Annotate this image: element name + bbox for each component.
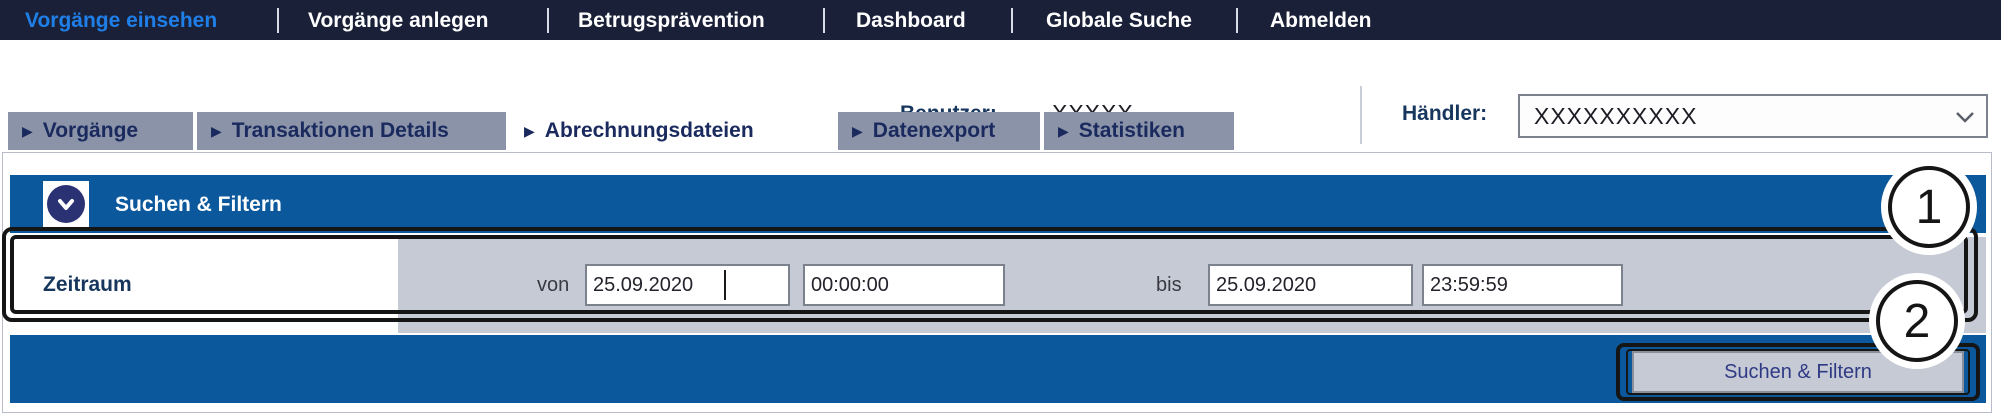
from-date-input[interactable] [585, 264, 790, 306]
zeitraum-filter-row: Zeitraum von bis [10, 237, 1986, 333]
nav-item-vorgaenge-einsehen[interactable]: Vorgänge einsehen [25, 9, 218, 32]
merchant-select-value: XXXXXXXXXX [1534, 103, 1698, 129]
vertical-divider [1360, 86, 1362, 144]
nav-separator [547, 8, 549, 33]
nav-item-vorgaenge-anlegen[interactable]: Vorgänge anlegen [308, 9, 489, 32]
tab-label: Transaktionen Details [231, 119, 449, 142]
top-navigation-bar: Vorgänge einsehen Vorgänge anlegen Betru… [0, 0, 2001, 40]
tab-arrow-icon: ▶ [211, 123, 222, 139]
action-bar: Suchen & Filtern [10, 335, 1986, 403]
section-title: Suchen & Filtern [115, 193, 282, 216]
tab-label: Statistiken [1078, 119, 1185, 142]
tab-arrow-icon: ▶ [852, 123, 863, 139]
tab-arrow-icon: ▶ [1058, 123, 1069, 139]
from-time-input[interactable] [803, 264, 1005, 306]
chevron-down-icon [1956, 112, 1974, 123]
zeitraum-label: Zeitraum [43, 273, 132, 296]
to-time-input[interactable] [1422, 264, 1623, 306]
tab-label: Abrechnungsdateien [544, 119, 754, 142]
search-filter-section-header: Suchen & Filtern [10, 175, 1986, 233]
search-filter-button[interactable]: Suchen & Filtern [1632, 351, 1964, 393]
tab-abrechnungsdateien[interactable]: ▶ Abrechnungsdateien [510, 112, 834, 150]
tab-bar: ▶ Vorgänge ▶ Transaktionen Details ▶ Abr… [0, 112, 2001, 150]
nav-separator [823, 8, 825, 33]
filter-label-cell [10, 237, 398, 333]
merchant-select[interactable]: XXXXXXXXXX [1518, 94, 1988, 138]
merchant-label: Händler: [1402, 102, 1488, 125]
to-date-input[interactable] [1208, 264, 1413, 306]
nav-item-globale-suche[interactable]: Globale Suche [1046, 9, 1192, 32]
tab-transaktionen-details[interactable]: ▶ Transaktionen Details [197, 112, 506, 150]
tab-arrow-icon: ▶ [22, 123, 33, 139]
tab-statistiken[interactable]: ▶ Statistiken [1044, 112, 1234, 150]
tab-label: Vorgänge [42, 119, 139, 142]
tab-arrow-icon: ▶ [524, 123, 535, 139]
user-merchant-bar: Benutzer: XXXXX Händler: XXXXXXXXXX [0, 40, 2001, 144]
nav-item-dashboard[interactable]: Dashboard [856, 9, 966, 32]
chevron-down-circle-icon [47, 185, 85, 223]
tab-vorgaenge[interactable]: ▶ Vorgänge [8, 112, 193, 150]
nav-item-betrugspraevention[interactable]: Betrugsprävention [578, 9, 765, 32]
to-label: bis [1156, 274, 1182, 296]
text-caret [724, 270, 726, 300]
nav-item-abmelden[interactable]: Abmelden [1270, 9, 1372, 32]
nav-separator [1236, 8, 1238, 33]
from-label: von [537, 274, 570, 296]
nav-separator [277, 8, 279, 33]
tab-label: Datenexport [872, 119, 996, 142]
tab-datenexport[interactable]: ▶ Datenexport [838, 112, 1040, 150]
nav-separator [1011, 8, 1013, 33]
collapse-section-button[interactable] [43, 181, 89, 227]
